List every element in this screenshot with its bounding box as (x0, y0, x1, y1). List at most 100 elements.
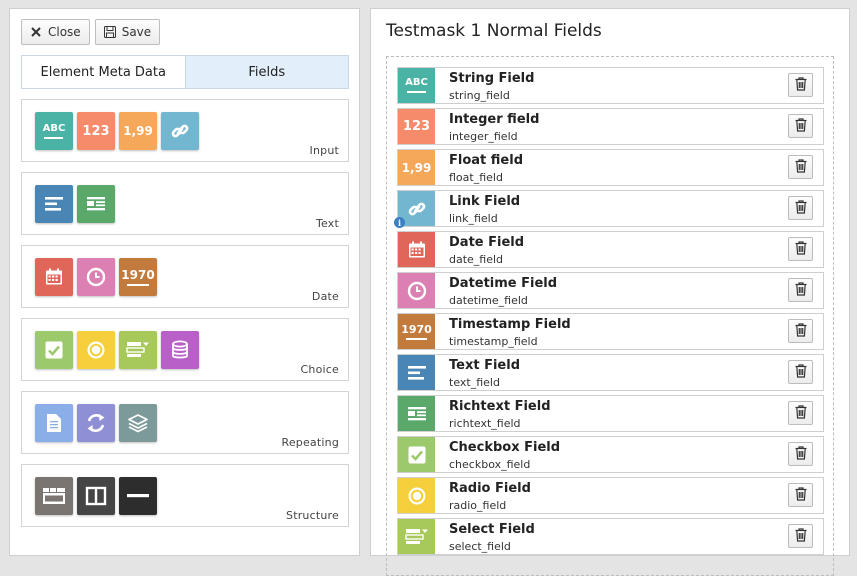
group-icons (35, 185, 115, 223)
group-repeating: Repeating (21, 391, 349, 454)
field-label: Text Field (449, 358, 520, 373)
field-row-checkbox-field[interactable]: Checkbox Field checkbox_field (397, 436, 824, 473)
delete-button[interactable] (788, 114, 813, 138)
left-panel: Close Save Element Meta Data Fields ABC 1… (9, 8, 360, 556)
field-row-timestamp-field[interactable]: 1970 Timestamp Field timestamp_field (397, 313, 824, 350)
refresh-icon[interactable] (77, 404, 115, 442)
divider-icon[interactable] (119, 477, 157, 515)
field-row-select-field[interactable]: Select Field select_field (397, 518, 824, 555)
group-label: Text (315, 217, 339, 230)
group-structure: Structure (21, 464, 349, 527)
delete-button[interactable] (788, 319, 813, 343)
abc-icon[interactable]: ABC (35, 112, 73, 150)
save-button[interactable]: Save (94, 19, 161, 45)
delete-button[interactable] (788, 73, 813, 97)
tab-bar: Element Meta Data Fields (21, 55, 349, 89)
field-row-datetime-field[interactable]: Datetime Field datetime_field (397, 272, 824, 309)
field-key: integer_field (449, 130, 518, 143)
right-panel: Testmask 1 Normal Fields ABC String Field… (370, 8, 850, 576)
columns-icon[interactable] (77, 477, 115, 515)
delete-button[interactable] (788, 237, 813, 261)
delete-button[interactable] (788, 483, 813, 507)
field-key: checkbox_field (449, 458, 531, 471)
delete-button[interactable] (788, 524, 813, 548)
clock-icon[interactable] (77, 258, 115, 296)
select-icon[interactable] (119, 331, 157, 369)
checkbox-icon (398, 437, 435, 472)
field-label: Timestamp Field (449, 317, 571, 332)
timestamp-icon[interactable]: 1970 (119, 258, 157, 296)
link-icon[interactable] (161, 112, 199, 150)
delete-button[interactable] (788, 155, 813, 179)
field-row-link-field[interactable]: Link Field link_field i (394, 190, 824, 228)
richtext-icon[interactable] (77, 185, 115, 223)
radio-icon[interactable] (77, 331, 115, 369)
tab-icon[interactable] (35, 477, 73, 515)
field-row-integer-field[interactable]: 123 Integer field integer_field (397, 108, 824, 145)
checkbox-icon[interactable] (35, 331, 73, 369)
float-icon[interactable]: 1,99 (119, 112, 157, 150)
field-label: Select Field (449, 522, 535, 537)
field-label: Float field (449, 153, 523, 168)
group-label: Structure (286, 509, 339, 522)
delete-button[interactable] (788, 360, 813, 384)
save-label: Save (121, 25, 152, 39)
field-row-text-field[interactable]: Text Field text_field (397, 354, 824, 391)
info-icon[interactable]: i (394, 217, 405, 228)
field-key: date_field (449, 253, 504, 266)
close-label: Close (48, 25, 81, 39)
field-label: Checkbox Field (449, 440, 561, 455)
trash-icon (795, 281, 807, 299)
integer-icon[interactable]: 123 (77, 112, 115, 150)
text-icon[interactable] (35, 185, 73, 223)
field-key: timestamp_field (449, 335, 538, 348)
trash-icon (795, 404, 807, 422)
calendar-icon[interactable] (35, 258, 73, 296)
field-row-radio-field[interactable]: Radio Field radio_field (397, 477, 824, 514)
group-label: Date (311, 290, 339, 303)
calendar-icon (398, 232, 435, 267)
close-button[interactable]: Close (21, 19, 90, 45)
text-icon (398, 355, 435, 390)
group-label: Choice (300, 363, 339, 376)
group-icons: ABC 123 1,99 (35, 112, 199, 150)
delete-button[interactable] (788, 278, 813, 302)
group-label: Repeating (281, 436, 339, 449)
field-row-date-field[interactable]: Date Field date_field (397, 231, 824, 268)
field-row-string-field[interactable]: ABC String Field string_field (397, 67, 824, 104)
delete-button[interactable] (788, 442, 813, 466)
document-icon[interactable] (35, 404, 73, 442)
field-label: Richtext Field (449, 399, 551, 414)
field-label: Radio Field (449, 481, 531, 496)
field-key: text_field (449, 376, 500, 389)
close-icon (30, 26, 42, 38)
field-row-float-field[interactable]: 1,99 Float field float_field (397, 149, 824, 186)
layers-icon[interactable] (119, 404, 157, 442)
field-key: string_field (449, 89, 510, 102)
tab-element-meta-data[interactable]: Element Meta Data (40, 64, 166, 80)
field-label: Date Field (449, 235, 525, 250)
group-input: ABC 123 1,99 Input (21, 99, 349, 162)
field-list[interactable]: ABC String Field string_field 123 Integer fi… (386, 56, 834, 576)
integer-icon: 123 (398, 109, 435, 144)
field-key: radio_field (449, 499, 507, 512)
trash-icon (795, 322, 807, 340)
delete-button[interactable] (788, 401, 813, 425)
trash-icon (795, 199, 807, 217)
trash-icon (795, 486, 807, 504)
delete-button[interactable] (788, 196, 813, 220)
abc-icon: ABC (398, 68, 435, 103)
richtext-icon (398, 396, 435, 431)
trash-icon (795, 240, 807, 258)
page-title: Testmask 1 Normal Fields (386, 21, 602, 41)
tab-fields[interactable]: Fields (184, 56, 348, 88)
trash-icon (795, 445, 807, 463)
database-icon[interactable] (161, 331, 199, 369)
trash-icon (795, 117, 807, 135)
trash-icon (795, 158, 807, 176)
group-icons (35, 404, 157, 442)
floppy-disk-icon (103, 26, 116, 38)
field-label: Datetime Field (449, 276, 558, 291)
field-row-richtext-field[interactable]: Richtext Field richtext_field (397, 395, 824, 432)
field-label: Link Field (449, 194, 521, 209)
